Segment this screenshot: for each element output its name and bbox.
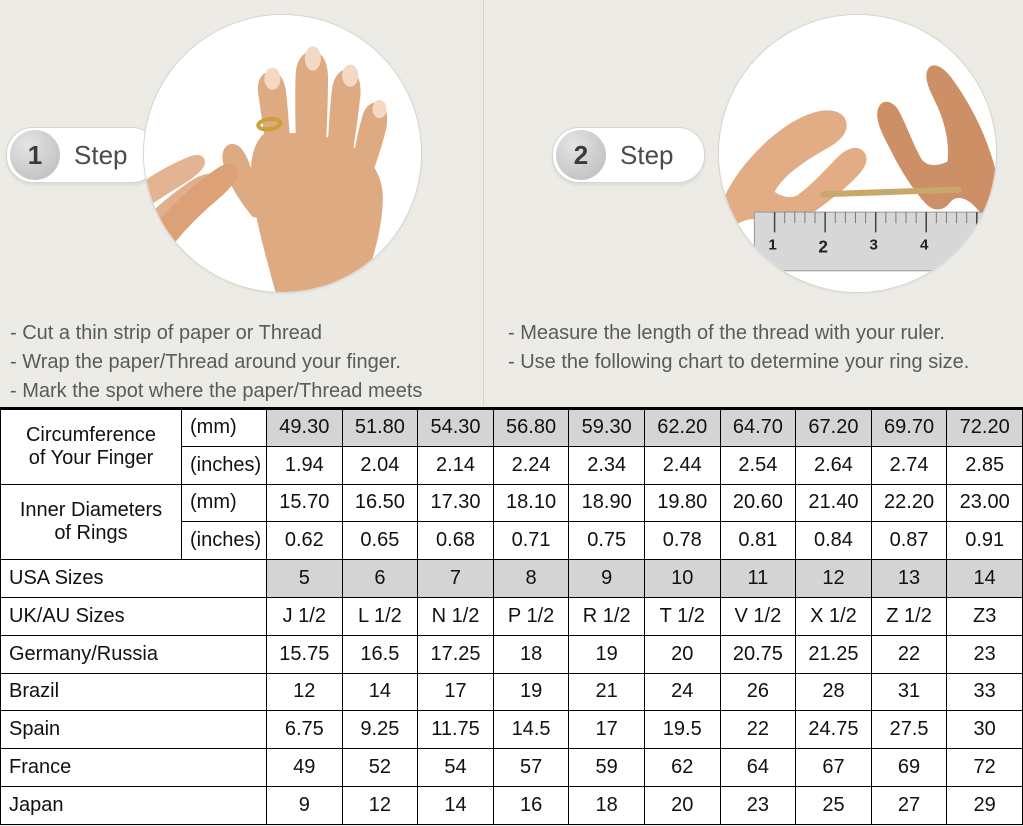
- svg-text:4: 4: [920, 237, 929, 254]
- svg-text:2: 2: [818, 237, 828, 257]
- svg-text:1: 1: [768, 237, 776, 254]
- svg-text:3: 3: [869, 237, 877, 254]
